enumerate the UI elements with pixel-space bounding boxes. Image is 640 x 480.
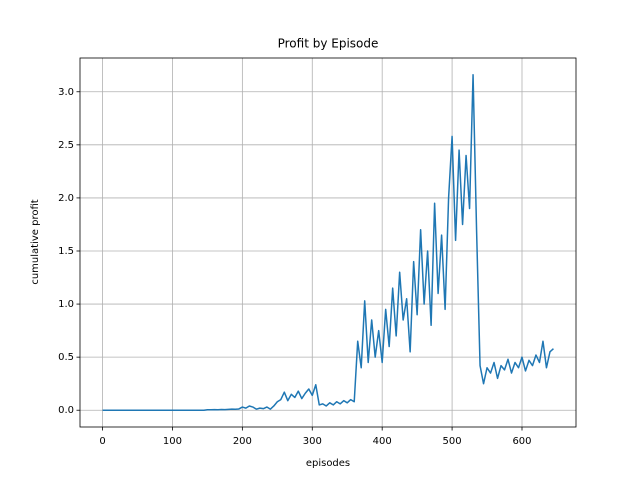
y-axis-label: cumulative profit (30, 199, 41, 284)
y-tick-label: 3.0 (58, 87, 74, 98)
x-tick-label: 0 (99, 436, 105, 447)
plot-frame (79, 57, 577, 428)
x-axis-label: episodes (306, 458, 350, 469)
x-tick-label: 100 (163, 436, 182, 447)
y-tick-label: 2.0 (58, 193, 74, 204)
chart-title: Profit by Episode (278, 37, 379, 51)
y-tick-label: 0.5 (58, 352, 74, 363)
y-tick-label: 1.5 (58, 246, 74, 257)
x-tick-label: 500 (443, 436, 462, 447)
y-tick-label: 0.0 (58, 405, 74, 416)
x-tick-label: 200 (233, 436, 252, 447)
y-tick-label: 2.5 (58, 140, 74, 151)
x-tick-label: 300 (303, 436, 322, 447)
y-tick-label: 1.0 (58, 299, 74, 310)
data-line (102, 74, 554, 411)
x-tick-label: 400 (373, 436, 392, 447)
x-tick-label: 600 (512, 436, 531, 447)
